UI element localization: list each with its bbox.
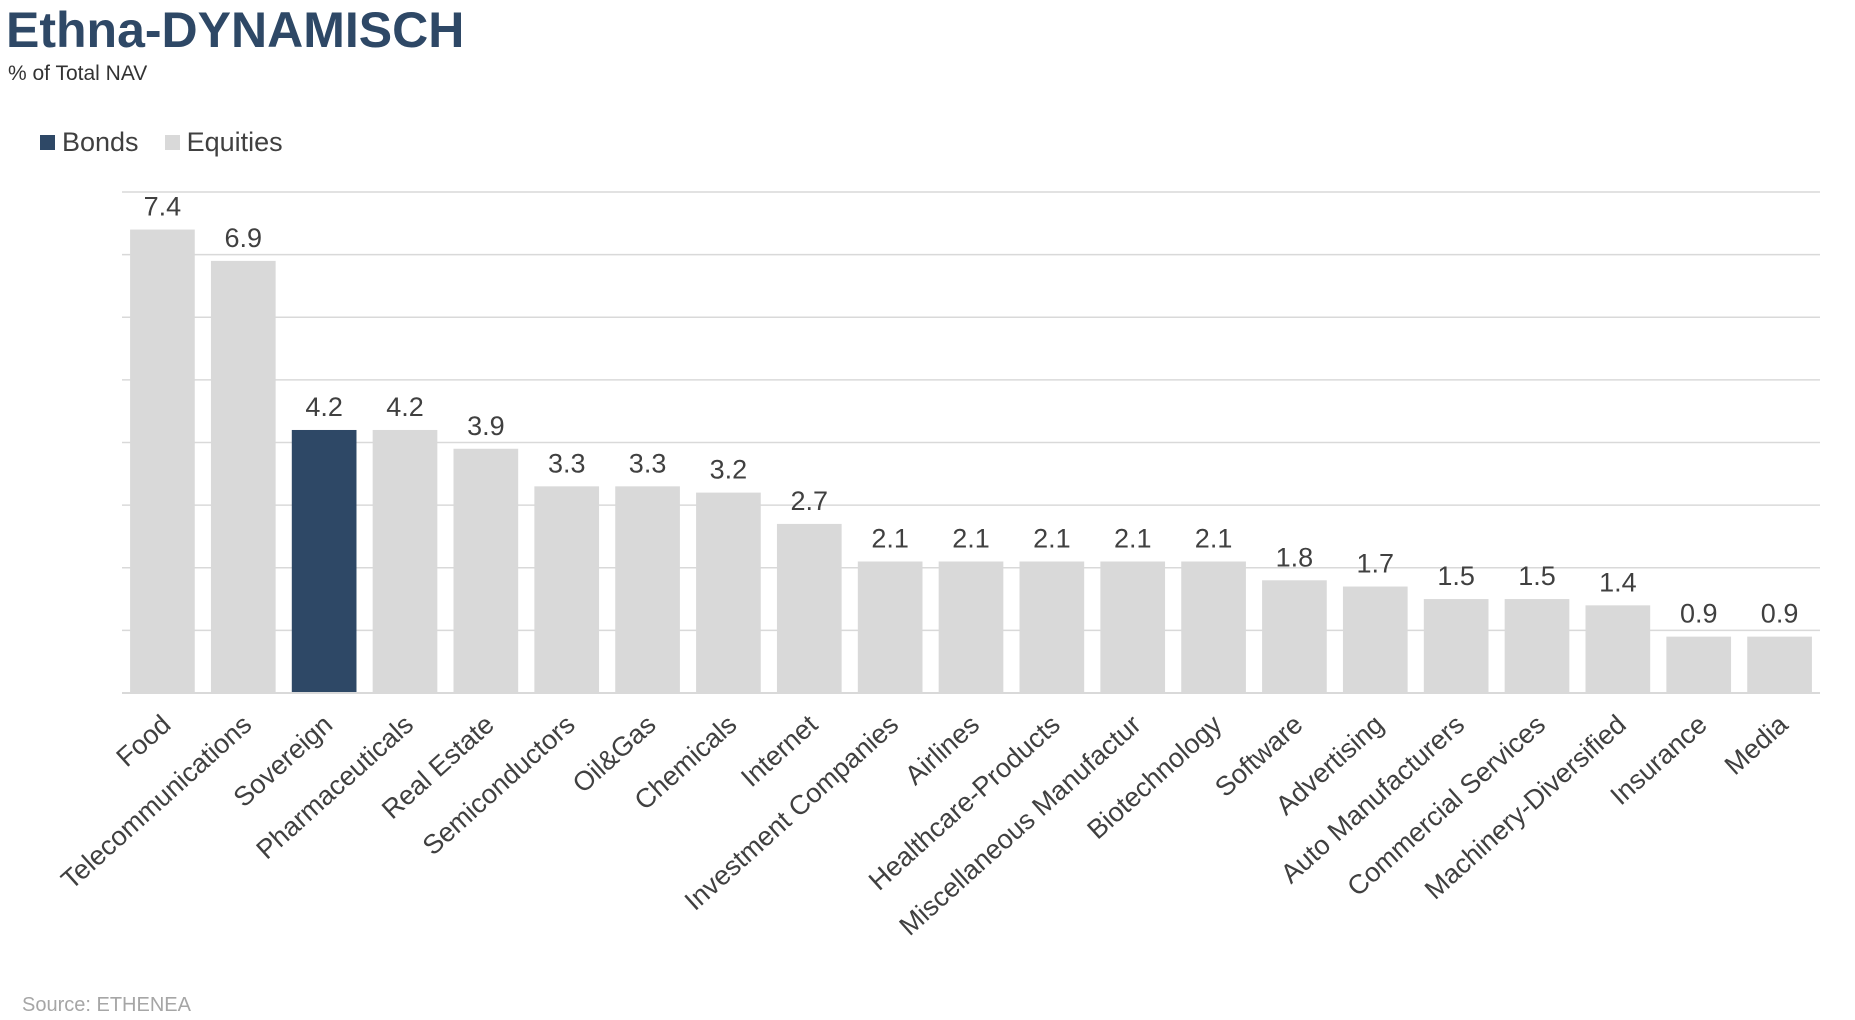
bar	[291, 429, 357, 693]
data-label: 0.9	[1680, 599, 1718, 629]
data-label: 1.7	[1357, 549, 1395, 579]
data-label: 3.3	[548, 448, 586, 478]
bar	[1585, 605, 1651, 693]
chart-title: Ethna-DYNAMISCH	[6, 2, 465, 58]
data-label: 2.1	[871, 523, 909, 553]
data-label: 3.9	[467, 411, 505, 441]
bar	[615, 486, 680, 693]
data-label: 4.2	[305, 392, 343, 422]
data-label: 2.1	[1195, 523, 1233, 553]
bar	[1342, 586, 1408, 693]
data-label: 3.3	[629, 448, 667, 478]
data-label: 2.1	[1033, 523, 1071, 553]
bar	[1181, 561, 1246, 693]
bar	[534, 486, 600, 693]
bar	[1423, 599, 1489, 693]
data-label: 7.4	[144, 192, 182, 222]
data-label: 2.1	[952, 523, 990, 553]
category-label: Media	[1719, 709, 1794, 781]
bar	[453, 448, 519, 693]
legend-item-bonds: Bonds	[40, 127, 139, 158]
data-label: 1.4	[1599, 567, 1637, 597]
legend-swatch-equities	[164, 135, 180, 150]
legend-swatch-bonds	[40, 135, 55, 150]
bar	[696, 492, 761, 693]
bar	[938, 561, 1004, 693]
data-label: 1.8	[1276, 542, 1314, 572]
legend-label-bonds: Bonds	[62, 127, 139, 157]
legend: Bonds Equities	[40, 127, 309, 158]
data-label: 4.2	[386, 392, 424, 422]
source-note: Source: ETHENEA	[22, 994, 191, 1016]
bar	[210, 260, 276, 693]
data-label: 3.2	[710, 455, 748, 485]
chart-subtitle: % of Total NAV	[8, 62, 148, 85]
bar	[1262, 580, 1327, 693]
data-label: 0.9	[1761, 599, 1799, 629]
bar	[1747, 636, 1812, 693]
bar	[1019, 561, 1085, 693]
data-label: 2.1	[1114, 523, 1152, 553]
legend-label-equities: Equities	[186, 127, 283, 157]
bar	[1666, 636, 1732, 693]
data-label: 2.7	[791, 486, 829, 516]
data-label: 1.5	[1437, 561, 1475, 591]
bar	[1504, 599, 1570, 693]
category-label: Food	[111, 709, 177, 772]
data-label: 1.5	[1518, 561, 1556, 591]
bar	[1100, 561, 1166, 693]
bar	[372, 429, 438, 693]
bar	[776, 523, 842, 693]
bar	[857, 561, 923, 693]
legend-item-equities: Equities	[164, 127, 283, 158]
bar	[130, 229, 195, 693]
data-label: 6.9	[225, 223, 263, 253]
